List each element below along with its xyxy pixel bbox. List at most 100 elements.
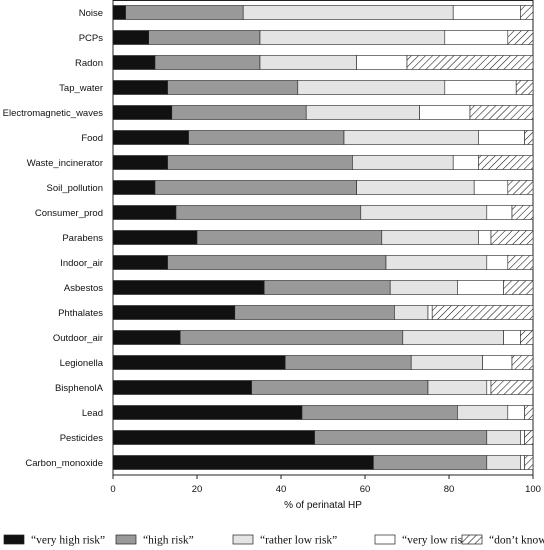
bar-legionella-series-2 xyxy=(410,355,483,370)
bar-outdoor-air-series-2 xyxy=(402,330,504,345)
category-label-tap-water: Tap_water xyxy=(59,83,103,94)
category-label-legionella: Legionella xyxy=(60,358,104,369)
bar-waste-incinerator-series-3 xyxy=(452,155,479,170)
bar-phthalates-series-1 xyxy=(234,305,395,320)
bar-electromagnetic-waves-series-2 xyxy=(305,105,420,120)
bar-carbon-monoxide-series-0 xyxy=(112,455,374,470)
bar-outdoor-air-series-4 xyxy=(520,330,534,345)
bar-carbon-monoxide-series-4 xyxy=(524,455,534,470)
category-label-noise: Noise xyxy=(79,8,103,19)
bar-bisphenola-series-4 xyxy=(490,380,534,395)
bar-carbon-monoxide-series-2 xyxy=(486,455,521,470)
bar-lead-series-3 xyxy=(507,405,525,420)
bar-parabens-series-2 xyxy=(381,230,479,245)
bar-soil-pollution-series-0 xyxy=(112,180,156,195)
bar-consumer-prod-series-3 xyxy=(486,205,513,220)
bar-carbon-monoxide-series-3 xyxy=(520,455,525,470)
category-label-asbestos: Asbestos xyxy=(64,283,103,294)
category-label-phthalates: Phthalates xyxy=(58,308,103,319)
legend-swatch-1 xyxy=(115,534,137,545)
bar-pcps-series-4 xyxy=(507,30,534,45)
bar-indoor-air-series-0 xyxy=(112,255,168,270)
bar-legionella-series-1 xyxy=(284,355,412,370)
bar-noise-series-4 xyxy=(520,5,534,20)
bar-bisphenola-series-1 xyxy=(251,380,429,395)
bar-electromagnetic-waves-series-1 xyxy=(171,105,307,120)
bar-parabens-series-1 xyxy=(196,230,383,245)
bar-carbon-monoxide-series-1 xyxy=(373,455,488,470)
bar-waste-incinerator-series-1 xyxy=(167,155,353,170)
bar-radon-series-1 xyxy=(154,55,261,70)
category-label-radon: Radon xyxy=(75,58,103,69)
legend-label-0: “very high risk” xyxy=(31,535,105,547)
bar-bisphenola-series-3 xyxy=(486,380,492,395)
bar-pcps-series-0 xyxy=(112,30,150,45)
bar-food-series-1 xyxy=(188,130,345,145)
bar-radon-series-4 xyxy=(406,55,534,70)
legend-label-3: “very low risk” xyxy=(402,535,473,547)
bar-radon-series-0 xyxy=(112,55,156,70)
bar-parabens-series-0 xyxy=(112,230,198,245)
bar-food-series-0 xyxy=(112,130,189,145)
bar-food-series-2 xyxy=(343,130,479,145)
bar-soil-pollution-series-4 xyxy=(507,180,534,195)
bar-outdoor-air-series-1 xyxy=(179,330,404,345)
bar-indoor-air-series-1 xyxy=(167,255,387,270)
bar-tap-water-series-3 xyxy=(444,80,517,95)
bar-phthalates-series-0 xyxy=(112,305,236,320)
bar-waste-incinerator-series-4 xyxy=(478,155,534,170)
bars-group xyxy=(112,5,534,470)
bar-pesticides-series-2 xyxy=(486,430,521,445)
bar-outdoor-air-series-3 xyxy=(503,330,521,345)
bar-pcps-series-1 xyxy=(148,30,261,45)
bar-phthalates-series-4 xyxy=(431,305,534,320)
bar-pesticides-series-3 xyxy=(520,430,525,445)
x-tick-label-0: 0 xyxy=(110,484,115,495)
category-labels: Noise PCPs Radon Tap_water Electromagnetic_w… xyxy=(3,8,104,469)
category-label-outdoor-air: Outdoor_air xyxy=(53,333,103,344)
category-label-waste-incinerator: Waste_incinerator xyxy=(27,158,103,169)
legend-label-2: “rather low risk” xyxy=(260,535,337,547)
bar-pesticides-series-0 xyxy=(112,430,315,445)
x-tick-label-20: 20 xyxy=(192,484,203,495)
bar-phthalates-series-3 xyxy=(427,305,433,320)
legend: “very high risk” “high risk” “rather low r… xyxy=(3,534,544,547)
bar-asbestos-series-4 xyxy=(503,280,534,295)
bar-consumer-prod-series-4 xyxy=(511,205,534,220)
bar-tap-water-series-1 xyxy=(167,80,299,95)
bar-bisphenola-series-2 xyxy=(427,380,488,395)
category-label-pesticides: Pesticides xyxy=(60,433,104,444)
bar-tap-water-series-2 xyxy=(297,80,446,95)
category-label-indoor-air: Indoor_air xyxy=(60,258,103,269)
bar-noise-series-0 xyxy=(112,5,126,20)
bar-pesticides-series-1 xyxy=(314,430,488,445)
bar-legionella-series-3 xyxy=(482,355,513,370)
bar-radon-series-3 xyxy=(356,55,408,70)
category-label-electromagnetic-waves: Electromagnetic_waves xyxy=(3,108,104,119)
bar-lead-series-0 xyxy=(112,405,303,420)
bar-tap-water-series-0 xyxy=(112,80,168,95)
bar-lead-series-1 xyxy=(301,405,458,420)
bar-parabens-series-4 xyxy=(490,230,534,245)
bar-consumer-prod-series-1 xyxy=(175,205,362,220)
bar-radon-series-2 xyxy=(259,55,357,70)
bar-soil-pollution-series-3 xyxy=(473,180,509,195)
bar-soil-pollution-series-2 xyxy=(356,180,475,195)
bar-pesticides-series-4 xyxy=(524,430,534,445)
bar-indoor-air-series-2 xyxy=(385,255,488,270)
bar-lead-series-2 xyxy=(457,405,509,420)
bar-noise-series-3 xyxy=(452,5,521,20)
x-axis: 0 20 40 60 80 100 xyxy=(110,475,541,495)
bar-pcps-series-3 xyxy=(444,30,509,45)
bar-food-series-4 xyxy=(524,130,534,145)
bar-soil-pollution-series-1 xyxy=(154,180,357,195)
legend-label-4: “don’t know” xyxy=(489,535,544,547)
legend-swatch-3 xyxy=(374,534,396,545)
bar-outdoor-air-series-0 xyxy=(112,330,181,345)
bar-asbestos-series-2 xyxy=(389,280,458,295)
x-tick-label-60: 60 xyxy=(360,484,371,495)
category-label-consumer-prod: Consumer_prod xyxy=(35,208,103,219)
category-label-bisphenola: BisphenolA xyxy=(55,383,104,394)
category-label-parabens: Parabens xyxy=(62,233,103,244)
